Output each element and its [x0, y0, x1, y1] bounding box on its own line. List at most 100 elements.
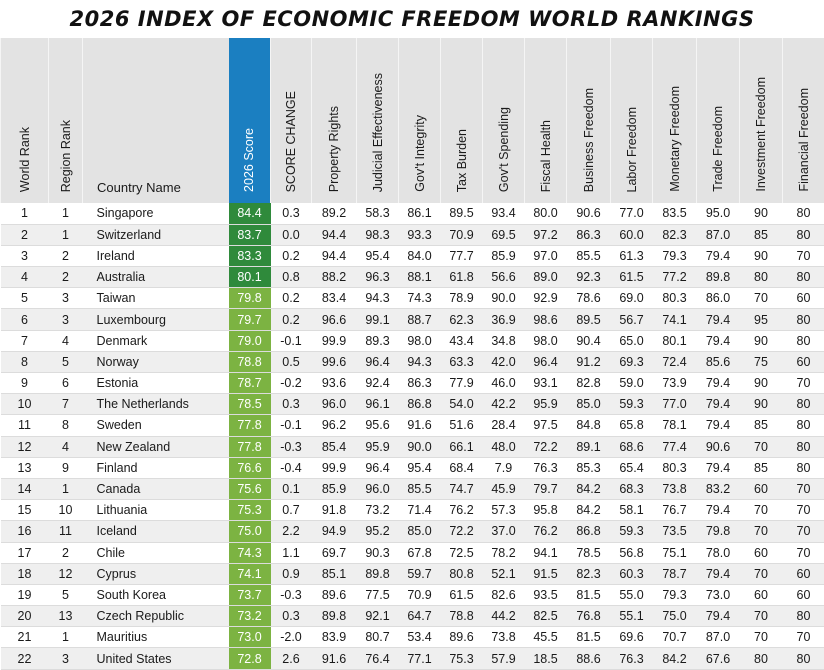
cell-tax: 89.6: [440, 626, 483, 649]
cell-trade: 79.8: [696, 520, 740, 543]
cell-property: 96.0: [311, 393, 357, 416]
cell-business: 81.5: [566, 584, 611, 607]
cell-labor: 65.8: [610, 414, 653, 437]
cell-financial: 80: [782, 457, 824, 479]
table-row[interactable]: 21 1 Mauritius 73.0 -2.0 83.9 80.7 53.4 89.6 73.8…: [0, 626, 824, 649]
col-business[interactable]: Business Freedom: [566, 38, 611, 203]
table-row[interactable]: 11 8 Sweden 77.8 -0.1 96.2 95.6 91.6 51.6 28.4 97.…: [0, 414, 824, 437]
table-row[interactable]: 5 3 Taiwan 79.8 0.2 83.4 94.3 74.3 78.9 90.0 92.9 7…: [0, 287, 824, 310]
cell-trade: 79.4: [696, 330, 740, 352]
cell-spending: 85.9: [482, 245, 525, 268]
cell-business: 84.8: [566, 414, 611, 437]
cell-fiscal: 97.2: [524, 224, 567, 246]
cell-investment: 90: [739, 372, 783, 395]
col-change[interactable]: SCORE CHANGE: [270, 38, 312, 203]
cell-country: Singapore: [82, 203, 229, 225]
table-row[interactable]: 19 5 South Korea 73.7 -0.3 89.6 77.5 70.9 61.5 82…: [0, 584, 824, 607]
table-row[interactable]: 15 10 Lithuania 75.3 0.7 91.8 73.2 71.4 76.2 57.3…: [0, 499, 824, 522]
cell-tax: 78.8: [440, 605, 483, 628]
cell-labor: 58.1: [610, 499, 653, 522]
table-row[interactable]: 22 3 United States 72.8 2.6 91.6 76.4 77.1 75.3 5…: [0, 647, 824, 670]
cell-spending: 7.9: [482, 457, 525, 479]
cell-judicial: 95.9: [356, 436, 399, 458]
col-score[interactable]: 2026 Score: [228, 38, 271, 203]
table-row[interactable]: 9 6 Estonia 78.7 -0.2 93.6 92.4 86.3 77.9 46.0 93.…: [0, 372, 824, 395]
cell-judicial: 89.8: [356, 563, 399, 585]
cell-tax: 61.5: [440, 584, 483, 607]
cell-business: 85.0: [566, 393, 611, 416]
table-row[interactable]: 1 1 Singapore 84.4 0.3 89.2 58.3 86.1 89.5 93.4 80…: [0, 203, 824, 225]
col-property[interactable]: Property Rights: [311, 38, 357, 203]
cell-country: Estonia: [82, 372, 229, 395]
table-row[interactable]: 14 1 Canada 75.6 0.1 85.9 96.0 85.5 74.7 45.9 79.7…: [0, 478, 824, 501]
cell-labor: 56.8: [610, 542, 653, 564]
cell-score: 83.3: [228, 245, 271, 268]
table-row[interactable]: 16 11 Iceland 75.0 2.2 94.9 95.2 85.0 72.2 37.0 76…: [0, 520, 824, 543]
col-monetary[interactable]: Monetary Freedom: [652, 38, 697, 203]
cell-world-rank: 9: [0, 372, 49, 395]
cell-financial: 60: [782, 584, 824, 607]
cell-business: 86.8: [566, 520, 611, 543]
cell-region-rank: 2: [48, 245, 83, 268]
table-row[interactable]: 13 9 Finland 76.6 -0.4 99.9 96.4 95.4 68.4 7.9 76.…: [0, 457, 824, 479]
cell-property: 89.6: [311, 584, 357, 607]
table-row[interactable]: 2 1 Switzerland 83.7 0.0 94.4 98.3 93.3 70.9 69.5…: [0, 224, 824, 246]
col-spending[interactable]: Gov't Spending: [482, 38, 525, 203]
cell-world-rank: 7: [0, 330, 49, 352]
table-row[interactable]: 12 4 New Zealand 77.8 -0.3 85.4 95.9 90.0 66.1 48…: [0, 436, 824, 458]
table-row[interactable]: 20 13 Czech Republic 73.2 0.3 89.8 92.1 64.7 78.…: [0, 605, 824, 628]
col-world-rank[interactable]: World Rank: [0, 38, 49, 203]
cell-labor: 77.0: [610, 203, 653, 225]
cell-monetary: 75.1: [652, 542, 697, 564]
table-row[interactable]: 3 2 Ireland 83.3 0.2 94.4 95.4 84.0 77.7 85.9 97.0…: [0, 245, 824, 268]
cell-financial: 80: [782, 436, 824, 458]
cell-fiscal: 93.5: [524, 584, 567, 607]
cell-financial: 80: [782, 203, 824, 225]
cell-property: 69.7: [311, 542, 357, 564]
cell-labor: 59.0: [610, 372, 653, 395]
cell-business: 82.8: [566, 372, 611, 395]
table-row[interactable]: 7 4 Denmark 79.0 -0.1 99.9 89.3 98.0 43.4 34.8 98.…: [0, 330, 824, 352]
table-row[interactable]: 18 12 Cyprus 74.1 0.9 85.1 89.8 59.7 80.8 52.1 91.…: [0, 563, 824, 585]
cell-property: 83.9: [311, 626, 357, 649]
cell-judicial: 89.3: [356, 330, 399, 352]
col-label: Financial Freedom: [796, 88, 811, 192]
cell-spending: 93.4: [482, 203, 525, 225]
cell-monetary: 84.2: [652, 647, 697, 670]
table-row[interactable]: 8 5 Norway 78.8 0.5 99.6 96.4 94.3 63.3 42.0 96.4 9…: [0, 351, 824, 374]
cell-country: Sweden: [82, 414, 229, 437]
col-judicial[interactable]: Judicial Effectiveness: [356, 38, 399, 203]
cell-monetary: 83.5: [652, 203, 697, 225]
col-integrity[interactable]: Gov't Integrity: [398, 38, 441, 203]
cell-change: -0.3: [270, 436, 312, 458]
table-row[interactable]: 17 2 Chile 74.3 1.1 69.7 90.3 67.8 72.5 78.2 94.1 7…: [0, 542, 824, 564]
cell-score: 84.4: [228, 203, 271, 225]
cell-integrity: 86.3: [398, 372, 441, 395]
col-country[interactable]: Country Name: [82, 38, 229, 203]
col-financial[interactable]: Financial Freedom: [782, 38, 824, 203]
cell-fiscal: 95.8: [524, 499, 567, 522]
col-fiscal[interactable]: Fiscal Health: [524, 38, 567, 203]
col-trade[interactable]: Trade Freedom: [696, 38, 740, 203]
cell-region-rank: 4: [48, 436, 83, 458]
table-row[interactable]: 4 2 Australia 80.1 0.8 88.2 96.3 88.1 61.8 56.6 89…: [0, 266, 824, 289]
cell-integrity: 90.0: [398, 436, 441, 458]
cell-region-rank: 12: [48, 563, 83, 585]
cell-world-rank: 2: [0, 224, 49, 246]
cell-country: Norway: [82, 351, 229, 374]
cell-region-rank: 4: [48, 330, 83, 352]
cell-fiscal: 98.0: [524, 330, 567, 352]
col-tax[interactable]: Tax Burden: [440, 38, 483, 203]
table-row[interactable]: 10 7 The Netherlands 78.5 0.3 96.0 96.1 86.8 54.…: [0, 393, 824, 416]
col-region-rank[interactable]: Region Rank: [48, 38, 83, 203]
cell-integrity: 95.4: [398, 457, 441, 479]
cell-country: Denmark: [82, 330, 229, 352]
col-investment[interactable]: Investment Freedom: [739, 38, 783, 203]
cell-change: -0.1: [270, 330, 312, 352]
cell-business: 88.6: [566, 647, 611, 670]
col-label: Gov't Integrity: [412, 115, 427, 192]
col-labor[interactable]: Labor Freedom: [610, 38, 653, 203]
cell-integrity: 91.6: [398, 414, 441, 437]
cell-trade: 73.0: [696, 584, 740, 607]
table-row[interactable]: 6 3 Luxembourg 79.7 0.2 96.6 99.1 88.7 62.3 36.9 9…: [0, 308, 824, 331]
